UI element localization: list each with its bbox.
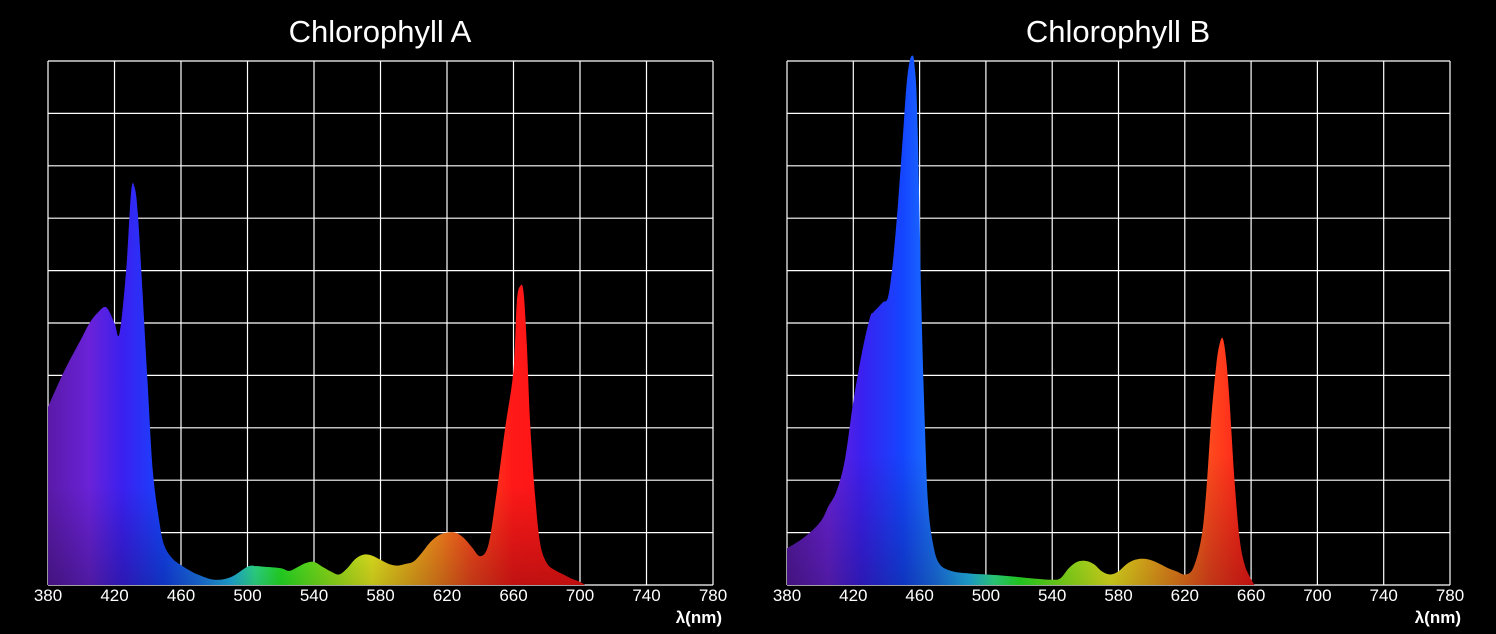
x-tick-label: 540 xyxy=(300,586,328,605)
x-tick-label: 420 xyxy=(839,586,867,605)
x-axis-label: λ(nm) xyxy=(676,608,722,627)
x-tick-label: 660 xyxy=(1237,586,1265,605)
x-tick-label: 380 xyxy=(773,586,801,605)
x-tick-label: 460 xyxy=(167,586,195,605)
x-tick-label: 500 xyxy=(233,586,261,605)
x-tick-label: 740 xyxy=(1370,586,1398,605)
x-ticks: 380 420 460 500 540 580 620 660 700 740 780 xyxy=(34,586,727,605)
x-tick-label: 460 xyxy=(905,586,933,605)
x-tick-label: 620 xyxy=(433,586,461,605)
x-tick-label: 780 xyxy=(1436,586,1464,605)
x-tick-label: 700 xyxy=(566,586,594,605)
grid xyxy=(47,60,714,586)
x-tick-label: 660 xyxy=(499,586,527,605)
chart-title: Chlorophyll A xyxy=(289,14,472,49)
chart-chlorophyll-b: Chlorophyll B 380 420 460 500 540 580 620 660 70… xyxy=(773,14,1464,627)
x-tick-label: 700 xyxy=(1303,586,1331,605)
x-tick-label: 500 xyxy=(972,586,1000,605)
x-tick-label: 580 xyxy=(1104,586,1132,605)
x-tick-label: 380 xyxy=(34,586,62,605)
x-axis-label: λ(nm) xyxy=(1415,608,1461,627)
x-tick-label: 580 xyxy=(366,586,394,605)
x-tick-label: 780 xyxy=(699,586,727,605)
x-tick-label: 420 xyxy=(100,586,128,605)
chart-chlorophyll-a: Chlorophyll A 380 420 460 500 540 580 620 660 70… xyxy=(34,14,727,627)
x-tick-label: 540 xyxy=(1038,586,1066,605)
chart-title: Chlorophyll B xyxy=(1026,14,1210,49)
x-tick-label: 740 xyxy=(632,586,660,605)
area-shading xyxy=(48,182,585,585)
x-tick-label: 620 xyxy=(1171,586,1199,605)
x-ticks: 380 420 460 500 540 580 620 660 700 740 780 xyxy=(773,586,1464,605)
area-shading xyxy=(787,55,1255,586)
